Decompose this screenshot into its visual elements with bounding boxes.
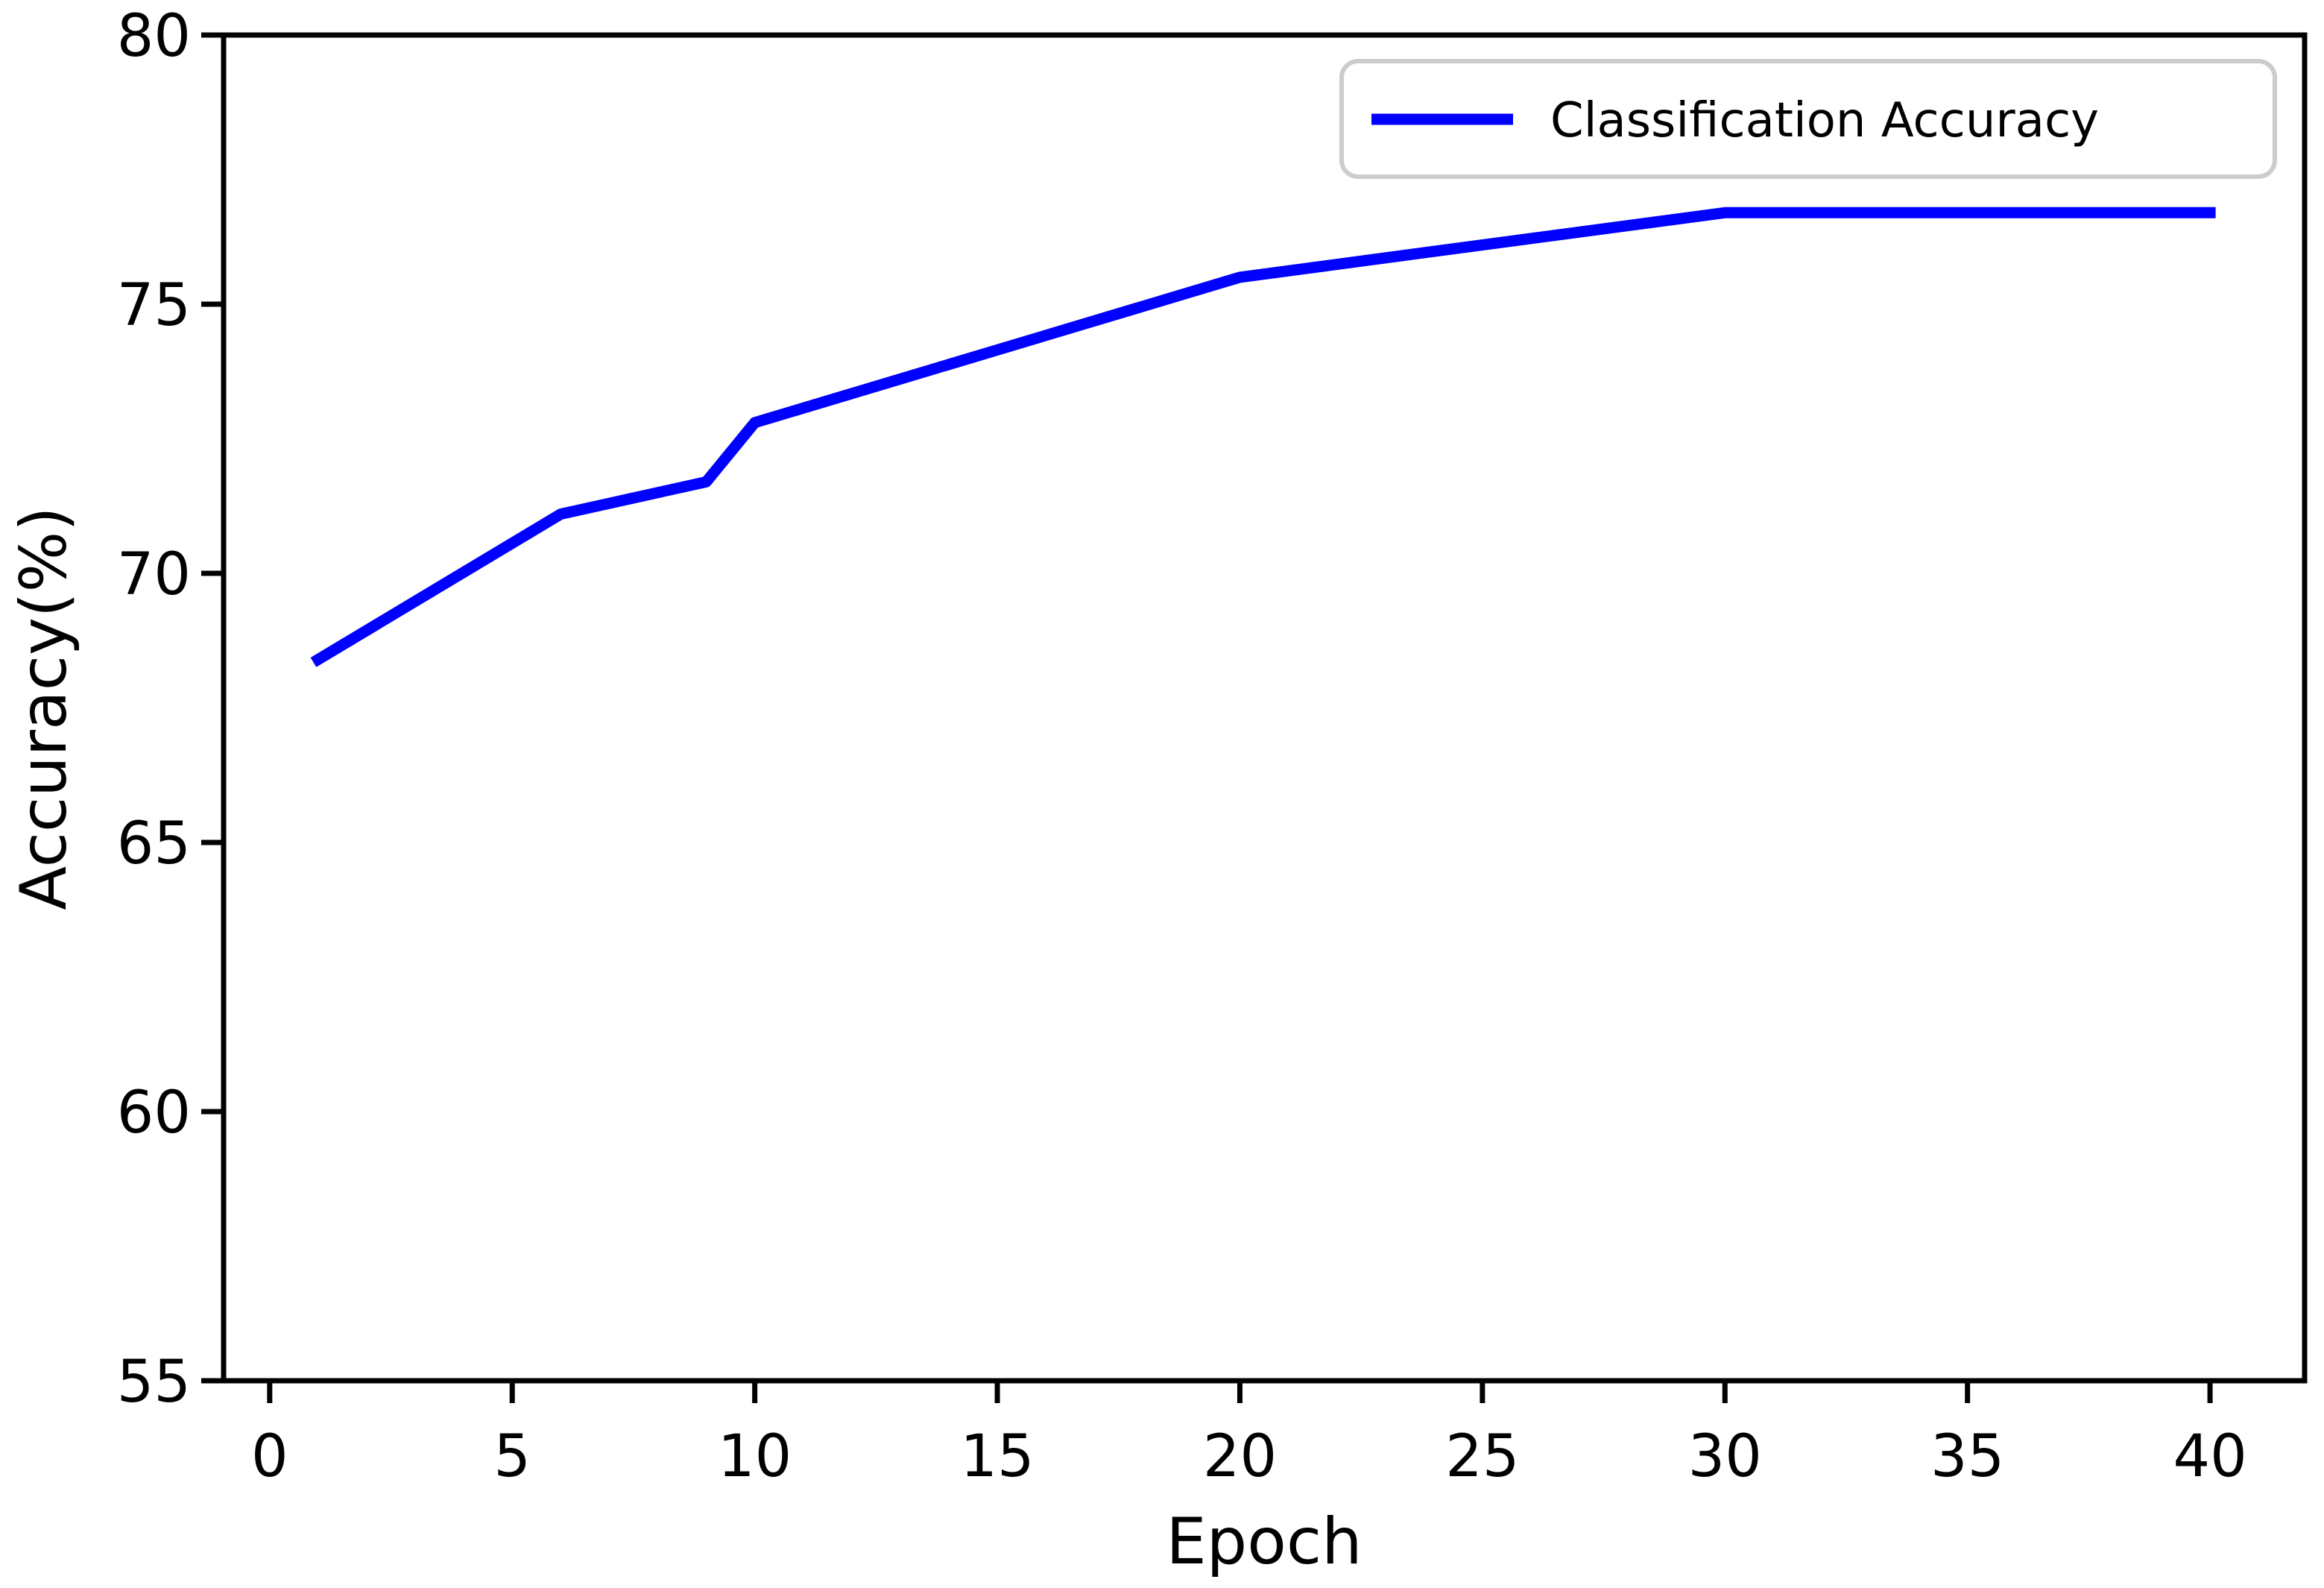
legend-label: Classification Accuracy [1550, 93, 2099, 148]
x-tick-label: 15 [960, 1423, 1034, 1490]
legend: Classification Accuracy [1339, 59, 2277, 179]
y-axis-label: Accuracy(%) [7, 506, 81, 910]
x-tick-label: 5 [493, 1423, 531, 1490]
x-axis-label: Epoch [1166, 1504, 1362, 1579]
y-tick-label: 75 [117, 272, 191, 339]
x-tick-label: 0 [251, 1423, 288, 1490]
y-tick-label: 70 [117, 541, 191, 608]
x-tick-label: 30 [1688, 1423, 1762, 1490]
accuracy-line [310, 207, 2216, 667]
x-tick-label: 40 [2173, 1423, 2246, 1490]
x-tick-label: 20 [1203, 1423, 1277, 1490]
x-tick-label: 10 [718, 1423, 792, 1490]
y-tick-label: 60 [117, 1080, 191, 1147]
y-tick-label: 80 [117, 3, 191, 70]
plot-frame [221, 32, 2308, 1384]
legend-box [1339, 59, 2277, 179]
y-tick-label: 55 [117, 1349, 191, 1416]
x-tick-label: 35 [1930, 1423, 2004, 1490]
x-tick-label: 25 [1445, 1423, 1519, 1490]
y-tick-label: 65 [117, 810, 191, 878]
